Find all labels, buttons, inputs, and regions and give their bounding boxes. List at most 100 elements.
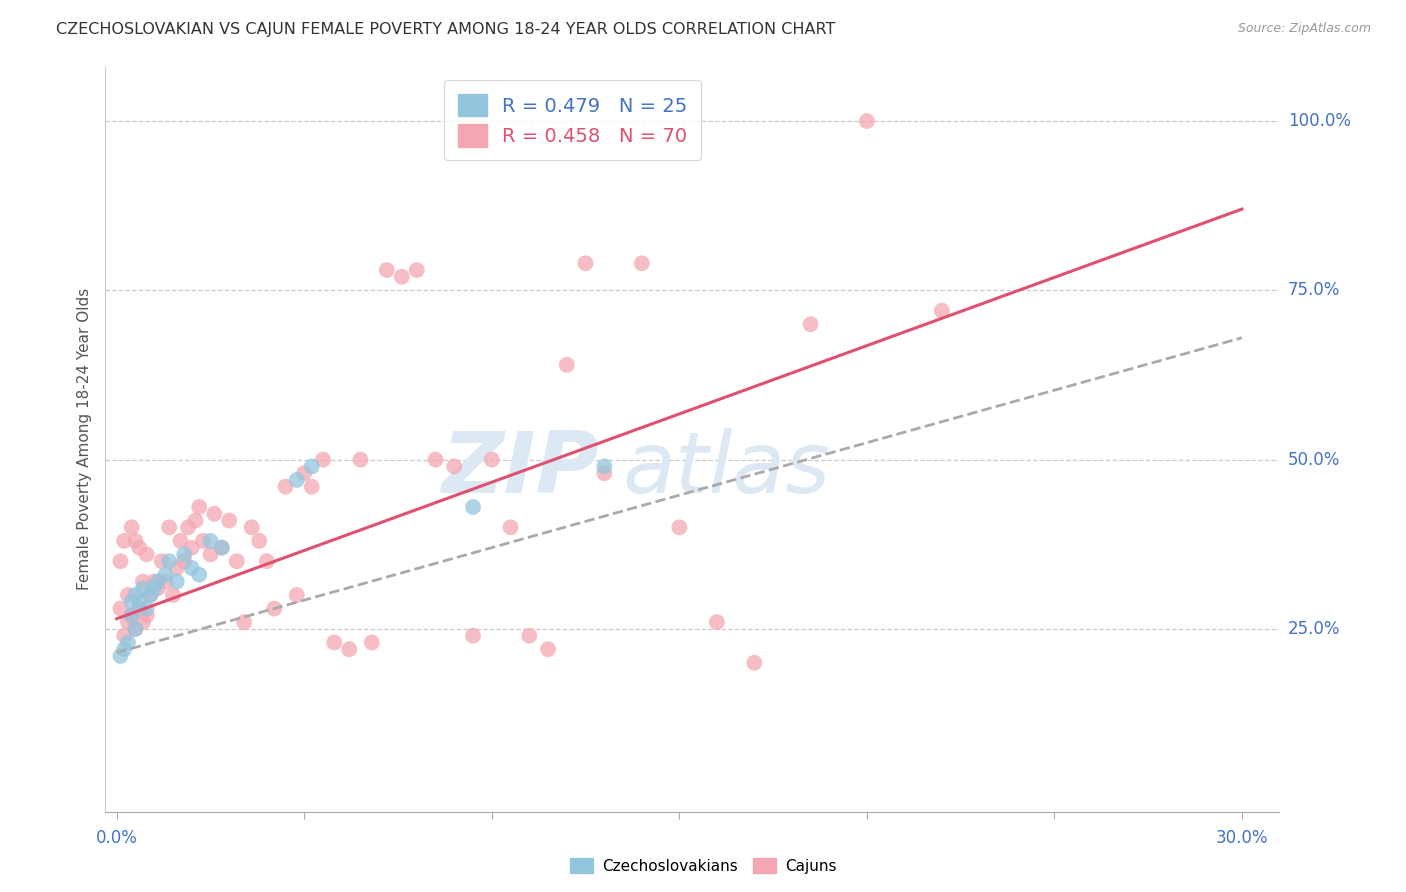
Point <box>274 480 297 494</box>
Point <box>337 642 360 657</box>
Point <box>856 114 879 128</box>
Point <box>124 533 146 548</box>
Point <box>112 642 135 657</box>
Point <box>139 588 162 602</box>
Point <box>180 561 202 575</box>
Point <box>312 452 335 467</box>
Point <box>146 574 169 589</box>
Point <box>143 582 166 596</box>
Legend: Czechoslovakians, Cajuns: Czechoslovakians, Cajuns <box>564 852 842 880</box>
Point <box>931 303 953 318</box>
Point <box>155 574 177 589</box>
Text: 50.0%: 50.0% <box>1288 450 1340 468</box>
Point <box>173 554 195 568</box>
Point <box>240 520 263 534</box>
Point <box>117 615 139 629</box>
Point <box>155 567 177 582</box>
Y-axis label: Female Poverty Among 18-24 Year Olds: Female Poverty Among 18-24 Year Olds <box>76 288 91 591</box>
Point <box>157 520 180 534</box>
Text: 100.0%: 100.0% <box>1288 112 1351 130</box>
Point <box>211 541 233 555</box>
Text: CZECHOSLOVAKIAN VS CAJUN FEMALE POVERTY AMONG 18-24 YEAR OLDS CORRELATION CHART: CZECHOSLOVAKIAN VS CAJUN FEMALE POVERTY … <box>56 22 835 37</box>
Point <box>218 514 240 528</box>
Point <box>443 459 465 474</box>
Point <box>124 622 146 636</box>
Point <box>360 635 382 649</box>
Point <box>202 507 225 521</box>
Point <box>744 656 766 670</box>
Point <box>132 582 155 596</box>
Point <box>405 263 427 277</box>
Point <box>112 629 135 643</box>
Point <box>499 520 522 534</box>
Text: Source: ZipAtlas.com: Source: ZipAtlas.com <box>1237 22 1371 36</box>
Text: ZIP: ZIP <box>441 427 599 510</box>
Point <box>200 548 222 562</box>
Point <box>593 466 616 480</box>
Point <box>188 567 211 582</box>
Point <box>668 520 690 534</box>
Point <box>517 629 540 643</box>
Point <box>135 601 157 615</box>
Point <box>323 635 346 649</box>
Point <box>117 588 139 602</box>
Point <box>211 541 233 555</box>
Point <box>121 608 143 623</box>
Point <box>593 459 616 474</box>
Point <box>124 622 146 636</box>
Point <box>132 615 155 629</box>
Point <box>157 554 180 568</box>
Point <box>166 561 188 575</box>
Point <box>225 554 247 568</box>
Point <box>146 582 169 596</box>
Point <box>110 648 132 663</box>
Point <box>285 473 308 487</box>
Point <box>177 520 200 534</box>
Point <box>375 263 398 277</box>
Point <box>173 548 195 562</box>
Text: 25.0%: 25.0% <box>1288 620 1340 638</box>
Point <box>292 466 315 480</box>
Point <box>537 642 560 657</box>
Point <box>233 615 256 629</box>
Point <box>256 554 278 568</box>
Text: 0.0%: 0.0% <box>96 829 138 847</box>
Point <box>706 615 728 629</box>
Point <box>117 635 139 649</box>
Point <box>301 480 323 494</box>
Point <box>301 459 323 474</box>
Text: atlas: atlas <box>621 427 830 510</box>
Point <box>263 601 285 615</box>
Point <box>121 595 143 609</box>
Point <box>391 269 413 284</box>
Point <box>180 541 202 555</box>
Legend: R = 0.479   N = 25, R = 0.458   N = 70: R = 0.479 N = 25, R = 0.458 N = 70 <box>444 80 702 161</box>
Point <box>247 533 270 548</box>
Point <box>128 601 150 615</box>
Point <box>200 533 222 548</box>
Point <box>166 574 188 589</box>
Point <box>461 500 484 514</box>
Point <box>461 629 484 643</box>
Point <box>135 608 157 623</box>
Point <box>481 452 503 467</box>
Point <box>121 520 143 534</box>
Point <box>184 514 207 528</box>
Point <box>188 500 211 514</box>
Point <box>630 256 652 270</box>
Point <box>191 533 214 548</box>
Point <box>135 548 157 562</box>
Point <box>139 588 162 602</box>
Point <box>555 358 578 372</box>
Point <box>132 574 155 589</box>
Point <box>110 554 132 568</box>
Text: 75.0%: 75.0% <box>1288 281 1340 300</box>
Point <box>349 452 371 467</box>
Point <box>285 588 308 602</box>
Point <box>574 256 596 270</box>
Point <box>169 533 191 548</box>
Point <box>110 601 132 615</box>
Point <box>150 554 173 568</box>
Point <box>128 595 150 609</box>
Point <box>162 588 184 602</box>
